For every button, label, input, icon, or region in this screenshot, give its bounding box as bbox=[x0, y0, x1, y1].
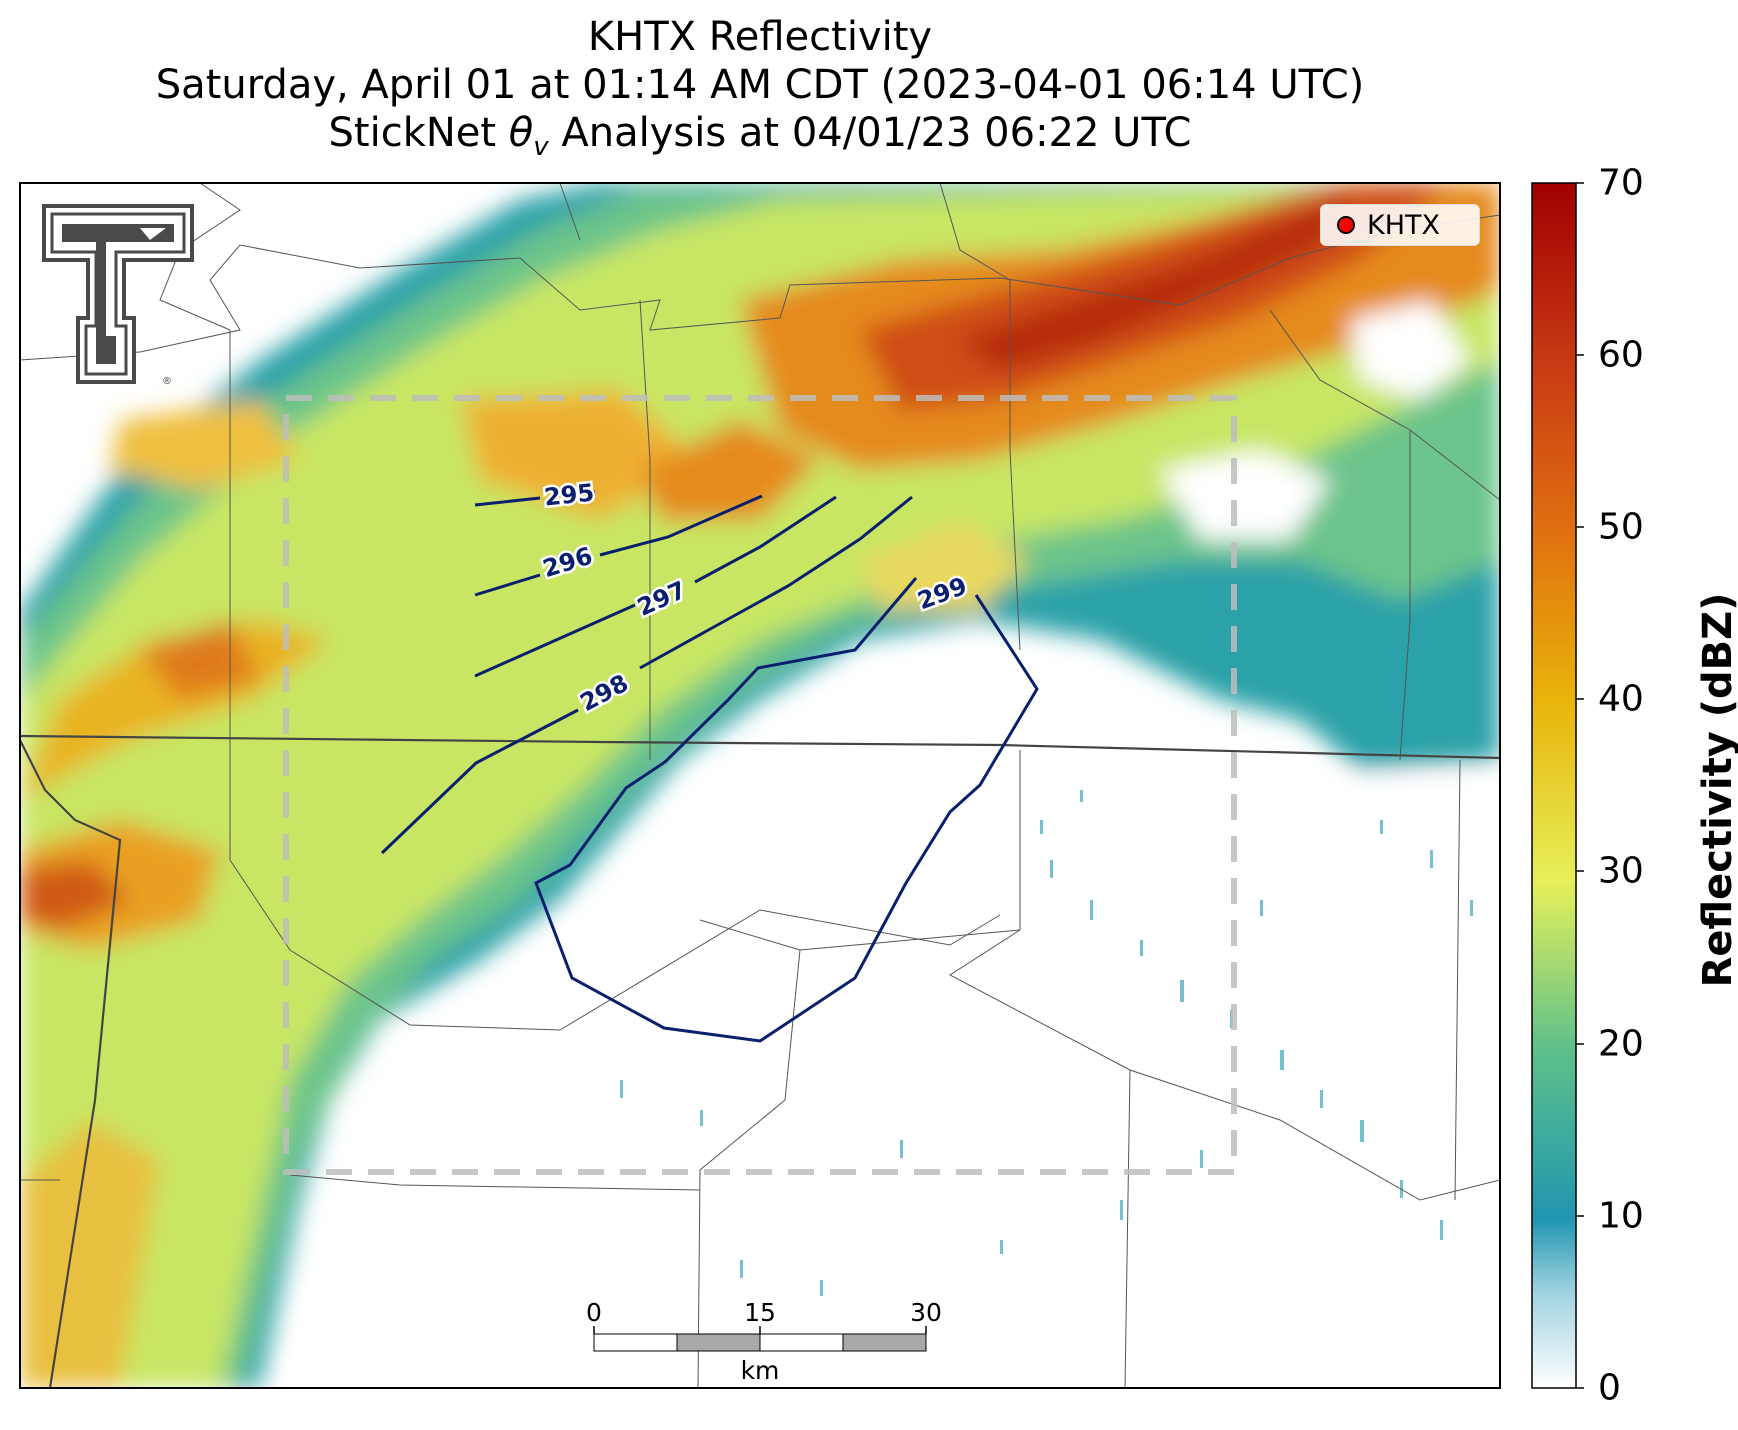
colorbar-tick-20: 20 bbox=[1598, 1023, 1644, 1065]
colorbar-tick-30: 30 bbox=[1598, 850, 1644, 892]
theta-symbol: θ bbox=[508, 110, 534, 156]
analysis-domain-box bbox=[283, 395, 1237, 1175]
scale-tick-15: 15 bbox=[744, 1298, 776, 1327]
contour-295-line bbox=[474, 496, 541, 507]
theta-subscript: v bbox=[533, 132, 549, 162]
contour-296-line bbox=[474, 573, 541, 597]
contour-296-line-tail bbox=[599, 494, 763, 557]
colorbar-label: Reflectivity (dBZ) bbox=[1695, 592, 1738, 988]
map-legend: KHTX bbox=[1320, 204, 1480, 246]
reflectivity-field bbox=[20, 183, 1500, 1388]
legend-label: KHTX bbox=[1367, 209, 1440, 241]
texas-tech-logo: ® bbox=[42, 204, 194, 387]
contour-label-295: 295 bbox=[543, 479, 596, 512]
title-line-1: KHTX Reflectivity bbox=[587, 14, 933, 60]
map-frame bbox=[19, 182, 1501, 1389]
contour-297-line-tail bbox=[694, 495, 837, 584]
colorbar-tick-60: 60 bbox=[1598, 334, 1644, 376]
title-line-2: Saturday, April 01 at 01:14 AM CDT (2023… bbox=[155, 62, 1365, 108]
contour-295-line-tail bbox=[589, 490, 596, 495]
colorbar-tick-10: 10 bbox=[1598, 1195, 1644, 1237]
title-line-3: StickNet θv Analysis at 04/01/23 06:22 U… bbox=[20, 110, 1500, 170]
colorbar-ticks bbox=[1576, 182, 1584, 1389]
contour-298-line-tail bbox=[639, 495, 913, 670]
colorbar-tick-50: 50 bbox=[1598, 506, 1644, 548]
county-boundaries bbox=[20, 183, 1500, 1388]
colorbar-tick-70: 70 bbox=[1598, 162, 1644, 204]
title-line-3-prefix: StickNet bbox=[328, 110, 509, 156]
scattered-echoes bbox=[620, 790, 1473, 1296]
contour-298-line bbox=[380, 708, 579, 855]
scale-unit: km bbox=[740, 1356, 780, 1385]
registered-mark: ® bbox=[162, 376, 172, 387]
scale-tick-0: 0 bbox=[586, 1298, 602, 1327]
state-boundaries bbox=[20, 734, 1500, 1388]
colorbar-tick-0: 0 bbox=[1598, 1367, 1621, 1409]
colorbar-tick-40: 40 bbox=[1598, 678, 1644, 720]
scale-tick-30: 30 bbox=[910, 1298, 942, 1327]
scale-bar bbox=[593, 1326, 927, 1352]
theta-v-contours bbox=[380, 490, 1039, 1043]
contour-299-line bbox=[534, 577, 1039, 1043]
colorbar bbox=[1531, 182, 1577, 1389]
khtx-marker-icon bbox=[1337, 216, 1355, 234]
contour-297-line bbox=[474, 603, 636, 678]
title-line-3-suffix: Analysis at 04/01/23 06:22 UTC bbox=[548, 110, 1192, 156]
